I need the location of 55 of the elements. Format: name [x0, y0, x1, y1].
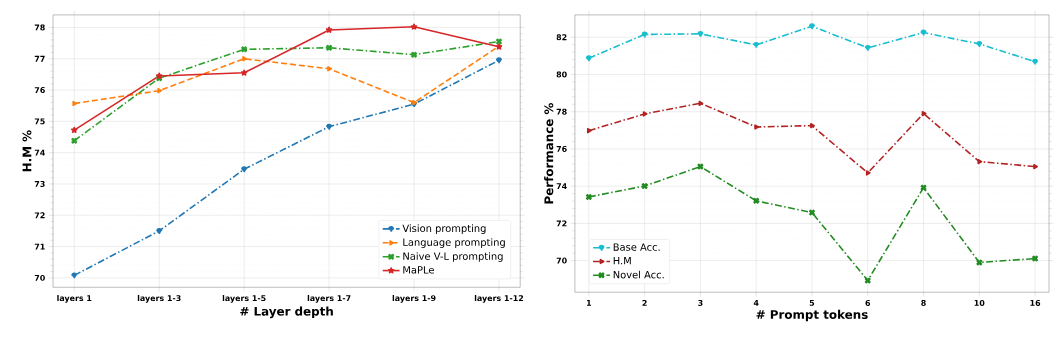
point — [240, 69, 248, 76]
point — [810, 122, 815, 129]
point — [809, 209, 815, 216]
point — [325, 26, 333, 33]
point — [753, 197, 760, 204]
point — [411, 51, 417, 58]
point — [753, 41, 760, 48]
y-axis-title: H.M % — [22, 130, 32, 172]
point — [697, 163, 704, 170]
legend-label: Vision prompting — [402, 224, 486, 234]
point — [157, 88, 163, 94]
legend-label: MaPLe — [403, 266, 434, 274]
legend-label: Language prompting — [403, 238, 505, 248]
point — [1033, 163, 1039, 170]
point — [585, 193, 592, 200]
point — [921, 110, 927, 117]
legend-label: H.M — [613, 257, 631, 265]
point — [865, 170, 871, 176]
point — [496, 57, 502, 64]
legend-label: Base Acc. — [613, 243, 660, 251]
point — [585, 55, 592, 62]
point — [156, 227, 163, 234]
point — [976, 40, 983, 47]
point — [864, 44, 871, 51]
point — [326, 123, 333, 130]
point — [326, 44, 333, 51]
point — [242, 56, 248, 62]
legend-label: Naive V-L prompting — [403, 252, 503, 262]
point — [976, 259, 983, 266]
x-axis-title: # Layer depth — [240, 306, 333, 319]
point — [809, 23, 815, 30]
x-axis-title: # Prompt tokens — [756, 309, 868, 322]
point — [864, 277, 871, 284]
point — [241, 46, 248, 53]
point — [241, 166, 248, 173]
point — [698, 100, 704, 107]
point — [71, 137, 78, 144]
point — [642, 111, 648, 117]
point — [697, 30, 704, 37]
point — [496, 38, 502, 45]
point — [410, 23, 418, 30]
point — [71, 272, 78, 279]
legend-label: Novel Acc. — [613, 270, 664, 279]
point — [327, 66, 333, 72]
point — [754, 124, 760, 130]
y-axis-title: Performance % — [544, 103, 554, 204]
point — [641, 31, 648, 38]
point — [977, 158, 983, 165]
point — [72, 100, 78, 107]
point — [920, 29, 927, 36]
point — [586, 128, 592, 134]
point — [641, 183, 648, 189]
point — [1032, 255, 1039, 262]
point — [70, 126, 78, 134]
point — [1032, 58, 1039, 65]
